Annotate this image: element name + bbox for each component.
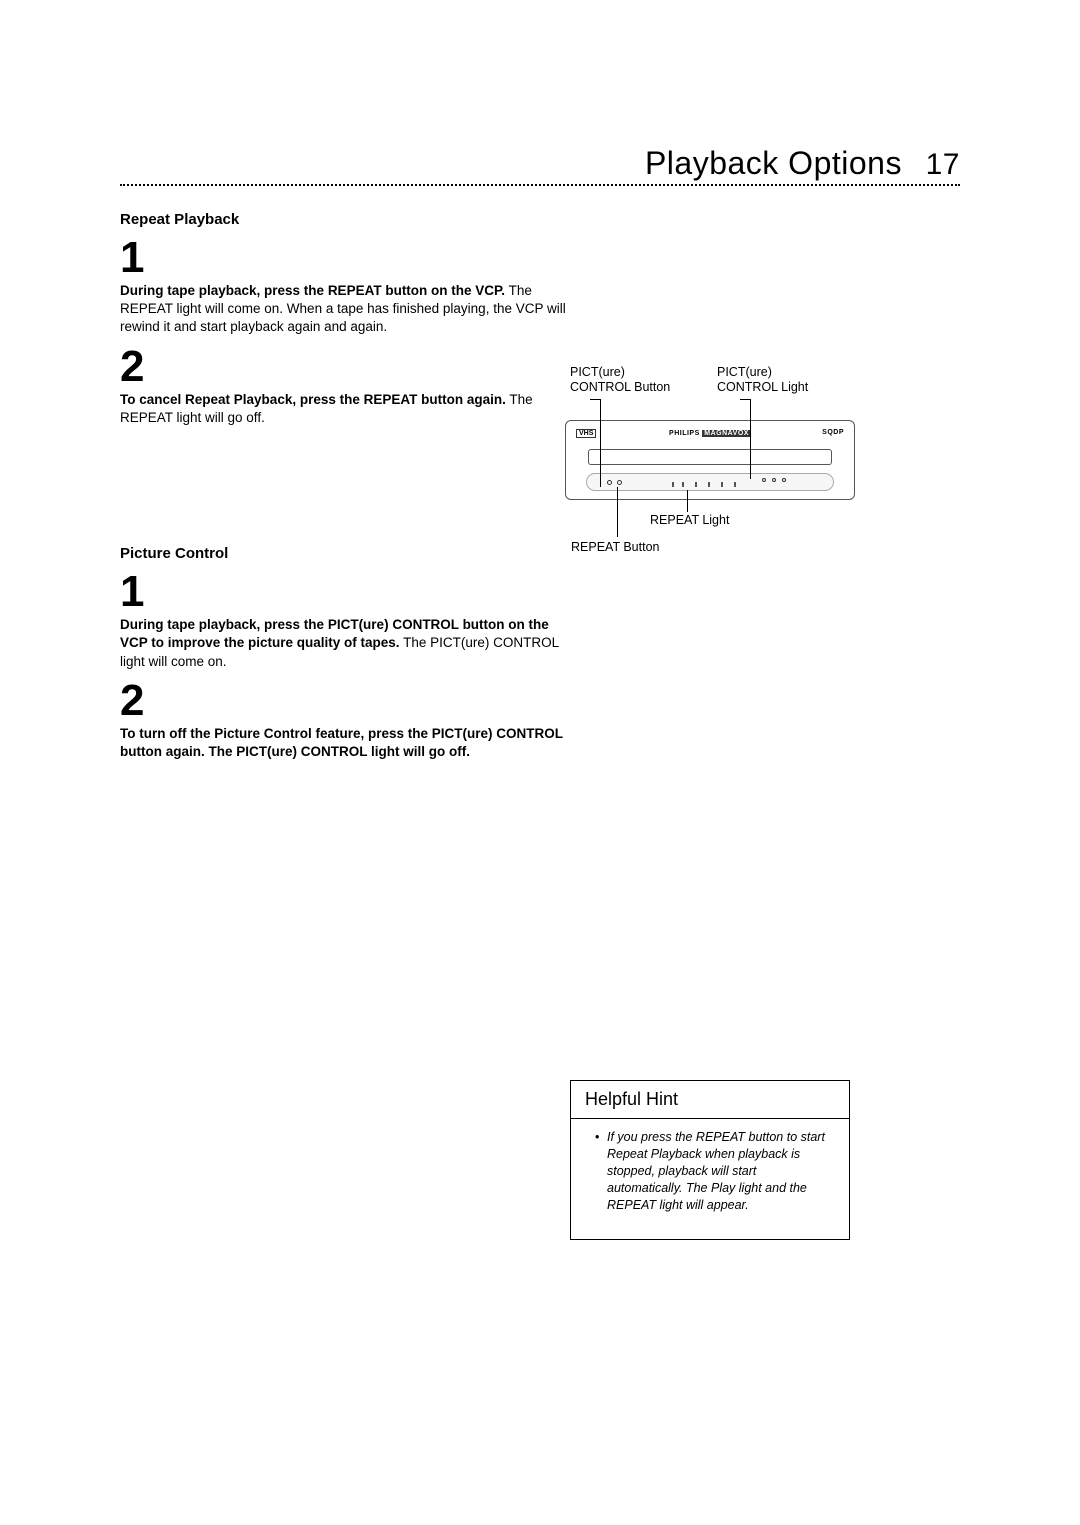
vcp-unit-illustration: VHS PHILIPS MAGNAVOX SQDP — [565, 420, 855, 500]
panel-indicator-icon — [607, 480, 612, 485]
page-number: 17 — [908, 148, 960, 181]
step-text: During tape playback, press the REPEAT b… — [120, 282, 580, 337]
pict-light-label: PICT(ure) CONTROL Light — [717, 365, 808, 395]
step-number: 1 — [120, 236, 580, 280]
step-number: 1 — [120, 570, 580, 614]
panel-indicator-icon — [762, 478, 766, 482]
panel-indicator-icon — [782, 478, 786, 482]
brand-label: PHILIPS MAGNAVOX — [669, 430, 751, 437]
sqdp-badge: SQDP — [822, 429, 844, 436]
step-lead: To turn off the Picture Control feature,… — [120, 726, 563, 759]
callout-line — [740, 399, 750, 400]
repeat-button-label: REPEAT Button — [571, 540, 659, 555]
page-header: Playback Options 17 — [120, 145, 960, 193]
page-title: Playback Options 17 — [120, 145, 960, 182]
section-title-picture: Picture Control — [120, 545, 580, 562]
control-panel-row — [586, 473, 834, 491]
step-text: To cancel Repeat Playback, press the REP… — [120, 391, 580, 427]
repeat-step-2: 2 To cancel Repeat Playback, press the R… — [120, 345, 580, 427]
callout-line — [750, 399, 751, 479]
step-text: To turn off the Picture Control feature,… — [120, 725, 580, 761]
picture-step-1: 1 During tape playback, press the PICT(u… — [120, 570, 580, 671]
page-title-text: Playback Options — [645, 145, 902, 181]
hint-text: If you press the REPEAT button to start … — [607, 1129, 825, 1213]
repeat-light-label: REPEAT Light — [650, 513, 729, 528]
hint-body: • If you press the REPEAT button to star… — [571, 1119, 849, 1239]
callout-line — [590, 399, 600, 400]
hint-title: Helpful Hint — [571, 1081, 849, 1119]
step-text: During tape playback, press the PICT(ure… — [120, 616, 580, 671]
panel-indicator-icon — [772, 478, 776, 482]
cassette-slot — [588, 449, 832, 465]
bullet-icon: • — [595, 1129, 607, 1213]
step-lead: To cancel Repeat Playback, press the REP… — [120, 392, 506, 407]
section-title-repeat: Repeat Playback — [120, 211, 580, 228]
step-number: 2 — [120, 345, 580, 389]
step-lead: During tape playback, press the REPEAT b… — [120, 283, 505, 298]
callout-line — [617, 487, 618, 537]
header-rule — [120, 184, 960, 186]
callout-line — [687, 490, 688, 512]
panel-indicator-icon — [617, 480, 622, 485]
repeat-step-1: 1 During tape playback, press the REPEAT… — [120, 236, 580, 337]
picture-step-2: 2 To turn off the Picture Control featur… — [120, 679, 580, 761]
vhs-badge: VHS — [576, 429, 596, 438]
step-number: 2 — [120, 679, 580, 723]
pict-button-label: PICT(ure) CONTROL Button — [570, 365, 670, 395]
callout-line — [600, 399, 601, 487]
helpful-hint-box: Helpful Hint • If you press the REPEAT b… — [570, 1080, 850, 1240]
